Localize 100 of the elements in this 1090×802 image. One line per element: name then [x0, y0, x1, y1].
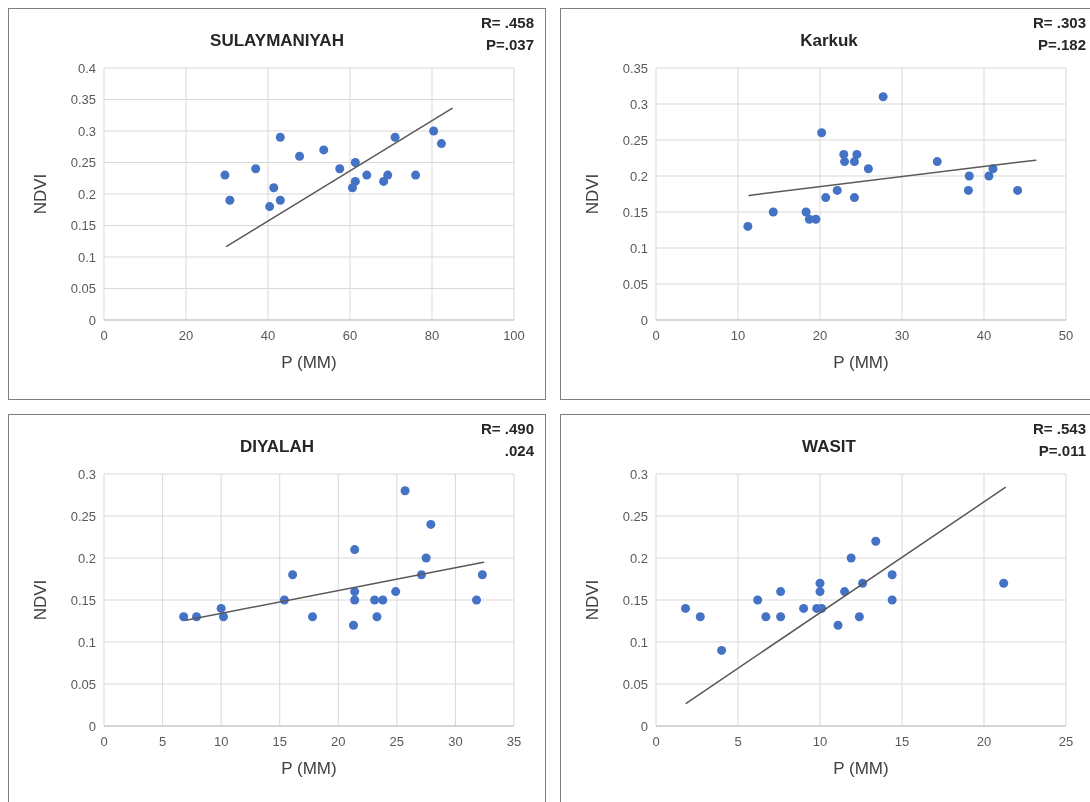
point: [817, 128, 827, 138]
x-tick-label: 5: [158, 734, 167, 749]
point: [370, 595, 380, 605]
point: [347, 183, 357, 193]
x-tick-label: 30: [448, 734, 463, 749]
point: [275, 195, 285, 205]
y-tick-label: 0: [640, 718, 648, 734]
point: [308, 612, 318, 622]
point: [863, 164, 873, 174]
y-tick-label: 0.25: [622, 132, 648, 148]
y-tick-label: 0.3: [77, 466, 96, 482]
point: [963, 185, 973, 195]
point: [878, 92, 888, 102]
x-tick-label: 0: [652, 328, 660, 343]
x-tick-label: 40: [976, 328, 992, 343]
point: [964, 171, 974, 181]
y-tick-label: 0.2: [77, 186, 96, 202]
point: [743, 221, 753, 231]
x-axis-title: P (MM): [281, 353, 337, 372]
y-tick-label: 0.2: [629, 550, 648, 566]
x-tick-label: 10: [812, 734, 828, 749]
x-tick-label: 20: [976, 734, 992, 749]
y-tick-label: 0.15: [622, 204, 648, 220]
point: [251, 164, 261, 174]
point: [799, 603, 809, 613]
x-tick-label: 100: [503, 328, 525, 343]
point: [372, 612, 382, 622]
y-tick-label: 0: [88, 312, 96, 328]
x-tick-label: 15: [272, 734, 287, 749]
y-tick-label: 0.1: [629, 634, 648, 650]
text: P=.037: [486, 36, 534, 53]
chart-title: DIYALAH: [240, 437, 314, 456]
y-tick-label: 0.3: [629, 466, 648, 482]
y-tick-label: 0.05: [70, 281, 96, 297]
text: R= .490: [481, 420, 534, 437]
y-tick-label: 0.1: [77, 249, 96, 265]
x-tick-label: 40: [260, 328, 276, 343]
x-tick-label: 35: [506, 734, 522, 749]
y-tick-label: 0.1: [629, 240, 648, 256]
point: [335, 164, 345, 174]
text: P=.011: [1038, 442, 1086, 459]
point: [854, 612, 864, 622]
point: [349, 620, 359, 630]
point: [984, 171, 994, 181]
x-tick-label: 50: [1058, 328, 1074, 343]
point: [411, 170, 421, 180]
y-axis-title: NDVI: [583, 579, 602, 621]
y-tick-label: 0.15: [622, 592, 648, 608]
point: [275, 132, 285, 142]
text: R= .458: [481, 14, 534, 31]
point: [383, 170, 393, 180]
point: [887, 595, 897, 605]
point: [350, 587, 360, 597]
y-tick-label: 0.05: [622, 276, 648, 292]
point: [472, 595, 482, 605]
point: [378, 595, 388, 605]
point: [391, 587, 401, 597]
point: [768, 207, 778, 217]
point: [379, 176, 389, 186]
point: [426, 519, 436, 529]
point: [815, 587, 825, 597]
x-tick-label: 10: [730, 328, 746, 343]
point: [436, 139, 446, 149]
point: [846, 553, 856, 563]
y-axis-title: NDVI: [31, 173, 50, 215]
point: [776, 587, 786, 597]
y-tick-label: 0.3: [77, 123, 96, 139]
point: [390, 132, 400, 142]
point: [429, 126, 439, 136]
point: [932, 157, 942, 167]
point: [753, 595, 763, 605]
y-tick-label: 0.15: [70, 218, 96, 234]
text: P=.182: [1038, 36, 1086, 53]
point: [871, 536, 881, 546]
chart-title: SULAYMANIYAH: [210, 31, 344, 50]
y-tick-label: 0.05: [70, 676, 96, 692]
text: R= .543: [1033, 420, 1086, 437]
x-tick-label: 0: [100, 328, 108, 343]
point: [225, 195, 235, 205]
point: [821, 193, 831, 203]
point: [216, 603, 226, 613]
point: [350, 158, 360, 167]
point: [350, 545, 360, 555]
point: [833, 620, 843, 630]
chart-title: Karkuk: [800, 31, 859, 50]
y-tick-label: 0.25: [70, 508, 96, 524]
x-tick-label: 0: [100, 734, 108, 749]
text: R= .303: [1033, 14, 1086, 31]
point: [999, 578, 1009, 588]
point: [265, 202, 275, 212]
x-tick-label: 5: [734, 734, 742, 749]
point: [849, 193, 859, 203]
point: [761, 612, 771, 622]
y-tick-label: 0.35: [70, 92, 96, 108]
point: [681, 603, 691, 613]
point: [350, 595, 360, 605]
x-tick-label: 25: [1058, 734, 1074, 749]
y-tick-label: 0.2: [77, 550, 96, 566]
x-axis-title: P (MM): [833, 353, 889, 372]
point: [288, 570, 298, 580]
